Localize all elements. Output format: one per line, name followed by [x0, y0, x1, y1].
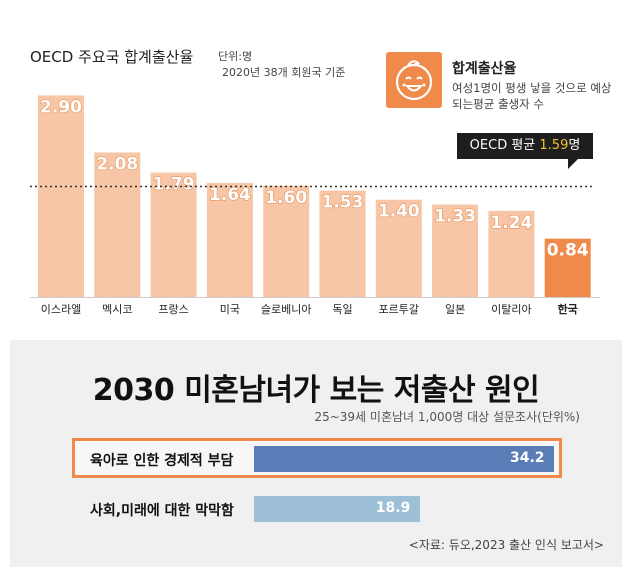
category-label-3: 프랑스 [158, 303, 188, 316]
bar-10 [544, 238, 591, 297]
bar-value-label-5: 1.60 [265, 188, 307, 208]
average-label: OECD 평균 [469, 138, 536, 153]
definition-title: 합계출산율 [452, 61, 517, 77]
hbar-value-1: 34.2 [510, 450, 545, 466]
bar-6 [319, 190, 366, 297]
bar-2 [94, 152, 141, 297]
category-label-6: 독일 [332, 302, 352, 316]
category-label-8: 일본 [445, 302, 465, 316]
bar-value-label-10: 0.84 [547, 241, 589, 261]
bar-9 [488, 210, 535, 297]
category-label-1: 이스라엘 [41, 303, 81, 316]
category-label-5: 슬로베니아 [261, 303, 312, 316]
bar-value-label-1: 2.90 [40, 97, 82, 117]
survey-note: 25~39세 미혼남녀 1,000명 대상 설문조사(단위%) [314, 410, 580, 424]
basis-label: 2020년 38개 회원국 기준 [222, 66, 346, 79]
source-note: <자료: 듀오,2023 출산 인식 보고서> [408, 538, 604, 552]
oecd-average-callout: OECD 평균 1.59명 [457, 133, 593, 159]
bar-value-label-7: 1.40 [378, 202, 420, 222]
bar-7 [375, 199, 422, 297]
bar-value-label-8: 1.33 [434, 207, 476, 227]
bar-5 [263, 185, 310, 297]
category-label-10: 한국 [558, 302, 578, 316]
bar-4 [206, 183, 253, 297]
chart-title: OECD 주요국 합계출산율 [30, 48, 194, 66]
unit-label: 단위:명 [218, 50, 253, 63]
average-value: 1.59 [539, 138, 569, 153]
average-suffix: 명 [568, 138, 581, 153]
bar-value-label-9: 1.24 [490, 213, 532, 233]
hbar-uncertain-future [254, 496, 420, 522]
bar-value-label-6: 1.53 [322, 193, 364, 213]
fertility-bar-chart: 2.90 이스라엘 2.08 멕시코 1.79 프랑스 1.64 미국 1.60 슬로베니아 1.5… [30, 95, 600, 316]
category-label-4: 미국 [220, 303, 240, 316]
bar-value-label-4: 1.64 [209, 185, 251, 205]
definition-text: 여성1명이 평생 낳을 것으로 예상되는평균 출생자 수 [452, 81, 612, 111]
bar-8 [432, 204, 479, 297]
bottom-panel: 2030 미혼남녀가 보는 저출산 원인 25~39세 미혼남녀 1,000명 … [10, 340, 622, 567]
bar-1 [38, 95, 84, 297]
hbar-economic-burden [254, 446, 554, 472]
cause-label-1: 육아로 인한 경제적 부담 [90, 453, 234, 469]
category-label-2: 멕시코 [102, 303, 132, 316]
hbar-value-2: 18.9 [375, 500, 411, 516]
bar-3 [150, 172, 197, 297]
category-label-9: 이탈리아 [491, 303, 531, 316]
callout-pointer [568, 159, 578, 169]
category-label-7: 포르투갈 [379, 302, 419, 316]
cause-label-2: 사회,미래에 대한 막막함 [90, 503, 234, 519]
survey-title: 2030 미혼남녀가 보는 저출산 원인 [92, 373, 540, 408]
baby-face-icon [386, 52, 442, 108]
bar-value-label-3: 1.79 [153, 175, 195, 195]
bar-value-label-2: 2.08 [96, 154, 138, 174]
